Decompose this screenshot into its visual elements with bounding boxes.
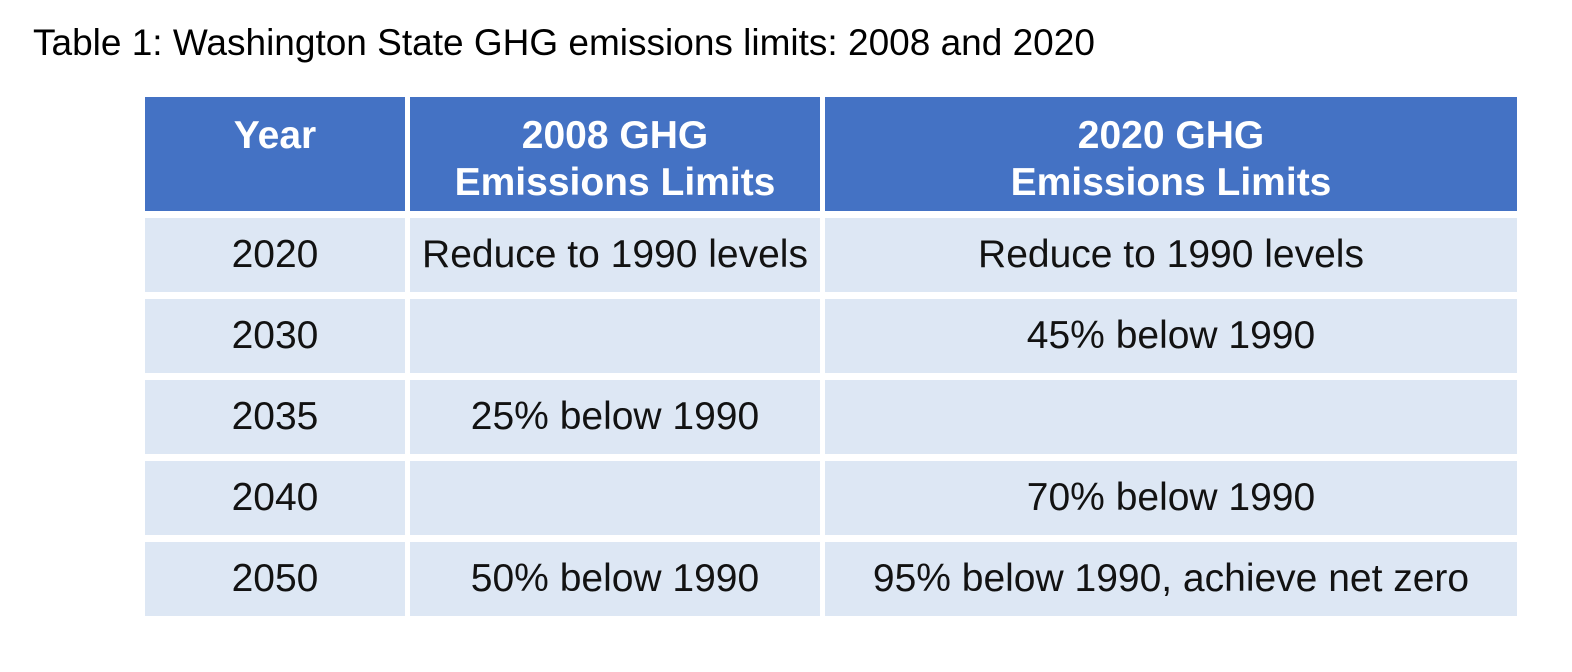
cell-2020-limit-2050: 95% below 1990, achieve net zero: [825, 542, 1517, 616]
cell-2020-limit-2030: 45% below 1990: [825, 299, 1517, 373]
cell-2008-limit-2050: 50% below 1990: [410, 542, 820, 616]
cell-2008-limit-2030: [410, 299, 820, 373]
cell-2008-limit-2035: 25% below 1990: [410, 380, 820, 454]
cell-2008-limit-2020: Reduce to 1990 levels: [410, 218, 820, 292]
column-header-2020-line2: Emissions Limits: [1010, 161, 1332, 204]
ghg-emissions-table: Year 2008 GHG Emissions Limits 2020 GHG …: [145, 97, 1517, 616]
cell-2020-limit-2040: 70% below 1990: [825, 461, 1517, 535]
cell-year-2020: 2020: [145, 218, 405, 292]
column-header-2020-line1: 2020 GHG: [1077, 114, 1265, 157]
cell-2020-limit-2035: [825, 380, 1517, 454]
column-header-2008-line2: Emissions Limits: [454, 161, 776, 204]
table-caption: Table 1: Washington State GHG emissions …: [33, 22, 1095, 63]
cell-2020-limit-2020: Reduce to 1990 levels: [825, 218, 1517, 292]
cell-year-2050: 2050: [145, 542, 405, 616]
column-header-year-line1: Year: [233, 114, 317, 157]
column-header-2008-limits: 2008 GHG Emissions Limits: [410, 97, 820, 211]
column-header-2020-limits: 2020 GHG Emissions Limits: [825, 97, 1517, 211]
cell-year-2040: 2040: [145, 461, 405, 535]
column-header-year: Year: [145, 97, 405, 211]
column-header-2008-line1: 2008 GHG: [521, 114, 709, 157]
cell-2008-limit-2040: [410, 461, 820, 535]
cell-year-2035: 2035: [145, 380, 405, 454]
cell-year-2030: 2030: [145, 299, 405, 373]
